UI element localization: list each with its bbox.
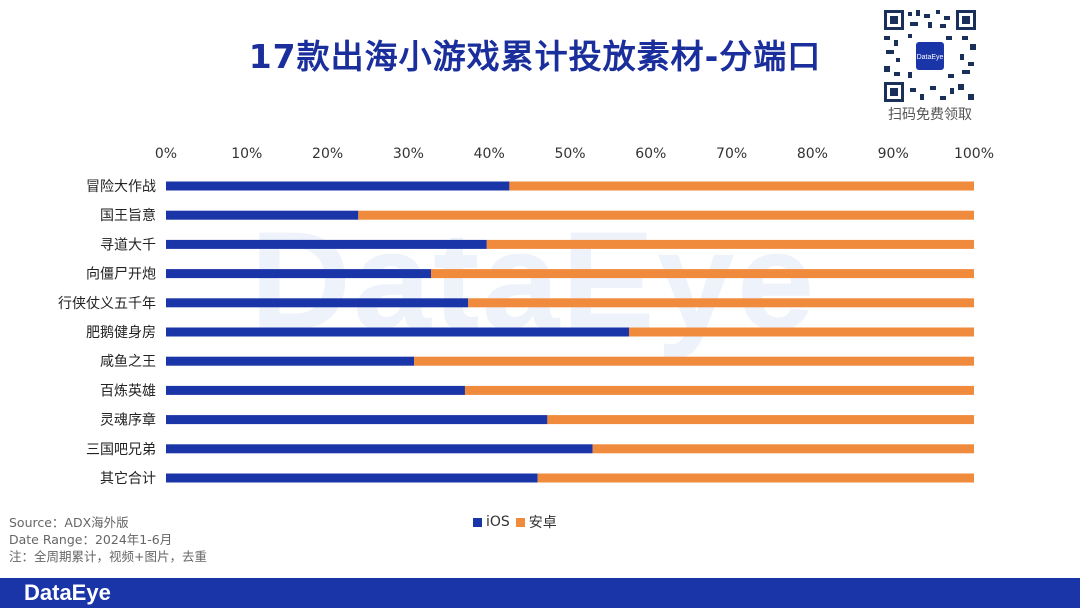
category-label: 向僵尸开炮: [86, 267, 156, 283]
bar-android: [431, 269, 974, 279]
category-label: 行侠仗义五千年: [58, 296, 156, 312]
bar-android: [486, 239, 974, 249]
x-tick-label: 60%: [635, 146, 666, 162]
bar-ios: [166, 210, 359, 220]
legend-ios: iOS: [473, 514, 510, 530]
note-line: 注：全周期累计，视频+图片，去重: [9, 549, 207, 564]
category-label: 灵魂序章: [100, 412, 156, 429]
legend-android-label: 安卓: [528, 515, 557, 531]
legend-android: 安卓: [515, 512, 557, 532]
footer-bar: DataEye: [0, 578, 1080, 608]
bar-ios: [166, 239, 487, 249]
category-label: 其它合计: [100, 470, 156, 487]
x-tick-label: 70%: [716, 146, 747, 162]
qr-code-icon[interactable]: DataEye: [882, 8, 978, 104]
bar-ios: [166, 473, 538, 483]
bar-android: [628, 327, 974, 337]
stacked-bar-chart: 0% 10% 20% 30% 40% 50% 60% 70% 80% 90% 100% 冒险大作战国王…: [58, 146, 994, 487]
x-tick-label: 80%: [797, 146, 828, 162]
legend-android-swatch: [515, 517, 525, 527]
source-notes: Source：ADX海外版 Date Range：2024年1-6月 注：全周期…: [9, 514, 207, 565]
bar-android: [358, 210, 975, 220]
x-tick-label: 20%: [312, 146, 343, 162]
x-tick-label: 0%: [155, 146, 177, 162]
chart-title: 17款出海小游戏累计投放素材-分端口: [248, 37, 822, 76]
qr-caption: 扫码免费领取: [888, 107, 972, 123]
x-tick-label: 40%: [474, 146, 505, 162]
bar-android: [414, 356, 974, 366]
qr-logo-text: DataEye: [917, 54, 944, 61]
bar-android: [509, 181, 974, 191]
category-label: 咸鱼之王: [100, 353, 156, 370]
bar-ios: [166, 356, 415, 366]
category-label: 国王旨意: [100, 207, 156, 224]
x-tick-label: 90%: [878, 146, 909, 162]
source-line: Source：ADX海外版: [9, 515, 129, 530]
category-label: 寻道大千: [100, 237, 156, 253]
x-tick-label: 100%: [954, 146, 994, 162]
legend-ios-label: iOS: [486, 514, 510, 530]
x-tick-label: 10%: [231, 146, 262, 162]
bar-android: [537, 473, 974, 483]
bar-ios: [166, 327, 629, 337]
bar-ios: [166, 269, 432, 279]
category-label: 三国吧兄弟: [86, 442, 156, 458]
bar-android: [592, 444, 974, 454]
category-label: 百炼英雄: [100, 382, 156, 399]
bar-ios: [166, 415, 548, 425]
bar-android: [547, 415, 974, 425]
bar-android: [464, 385, 974, 395]
bar-android: [468, 298, 974, 308]
bar-ios: [166, 298, 469, 308]
footer-brand-logo: DataEye: [24, 580, 111, 605]
date-range-line: Date Range：2024年1-6月: [9, 532, 173, 547]
category-label: 冒险大作战: [86, 179, 156, 195]
x-tick-label: 30%: [393, 146, 424, 162]
bar-ios: [166, 444, 593, 454]
bar-ios: [166, 385, 465, 395]
x-tick-label: 50%: [554, 146, 585, 162]
legend: iOS 安卓: [473, 512, 563, 532]
legend-ios-swatch: [473, 517, 482, 527]
bar-ios: [166, 181, 510, 191]
category-label: 肥鹅健身房: [86, 324, 156, 341]
